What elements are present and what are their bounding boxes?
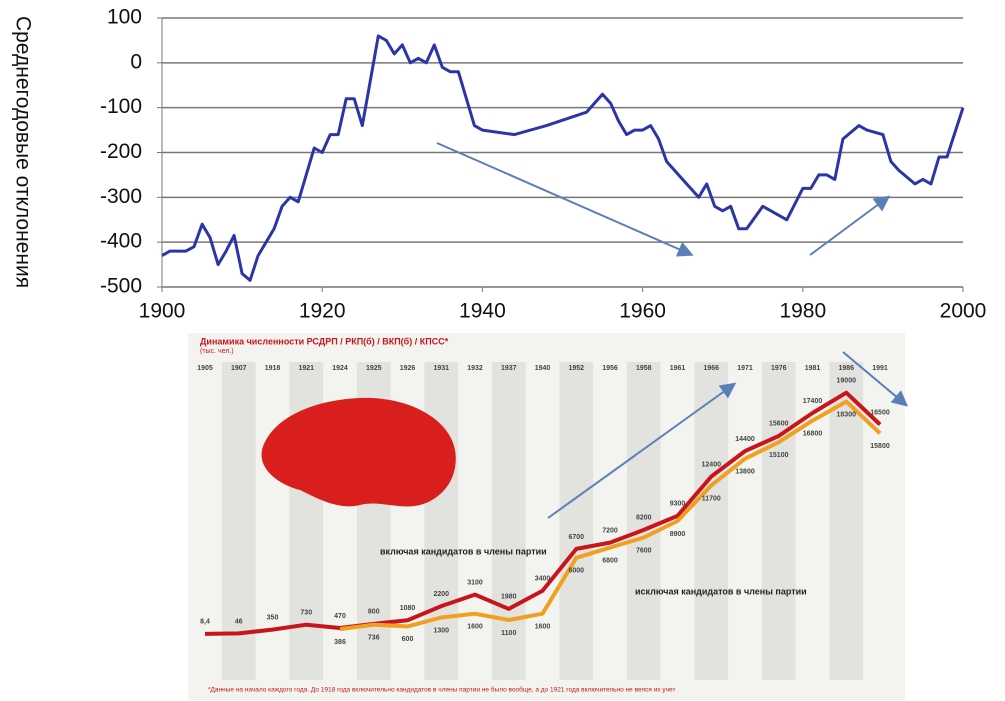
data-label: 15100 — [769, 452, 789, 459]
x-tick-label: 1900 — [139, 300, 186, 323]
data-label: 17400 — [803, 398, 823, 405]
data-label: 1080 — [400, 605, 416, 612]
y-axis-label: Среднегодовые отклонения — [11, 16, 34, 288]
x-tick-label: 1920 — [299, 300, 346, 323]
data-label: 18300 — [837, 411, 857, 418]
data-label: 7600 — [636, 547, 652, 554]
data-label: 2200 — [433, 591, 449, 598]
x-tick-label: 1981 — [805, 365, 821, 372]
stripe — [221, 362, 256, 680]
x-tick-label: 1991 — [872, 365, 888, 372]
data-label: 6700 — [568, 534, 584, 541]
x-tick-label: 1980 — [779, 300, 826, 323]
y-tick-label: -200 — [100, 140, 142, 163]
data-label: 1300 — [433, 627, 449, 634]
data-label: 19000 — [837, 378, 857, 385]
data-label: 600 — [402, 636, 414, 643]
data-label: 11700 — [702, 495, 721, 502]
data-label: 470 — [334, 613, 346, 620]
data-line — [339, 399, 882, 632]
data-label: 1600 — [535, 624, 551, 631]
y-tick-label: 0 — [130, 50, 142, 73]
data-label: 800 — [368, 609, 380, 616]
data-label: 14400 — [735, 436, 755, 443]
data-label: 1980 — [501, 594, 517, 601]
stripe — [491, 362, 526, 680]
data-label: 3400 — [535, 576, 551, 583]
x-tick-label: 1905 — [197, 365, 213, 372]
x-tick-label: 1986 — [838, 365, 854, 372]
y-tick-label: -300 — [100, 185, 142, 208]
y-tick-label: -400 — [100, 230, 142, 253]
x-tick-label: 1952 — [568, 365, 584, 372]
data-line — [161, 34, 965, 282]
data-label: 46 — [235, 618, 243, 625]
data-label: 13800 — [735, 469, 755, 476]
data-label: 386 — [334, 639, 346, 646]
arrow — [547, 382, 737, 519]
x-tick-label: 1966 — [703, 365, 719, 372]
data-label: 15800 — [870, 443, 890, 450]
data-label: 16800 — [803, 430, 823, 437]
series-label: включая кандидатов в члены партии — [380, 546, 547, 556]
arrow — [809, 195, 891, 256]
y-tick-label: -500 — [100, 275, 142, 298]
x-tick-label: 1958 — [636, 365, 652, 372]
x-tick-label: 1931 — [433, 365, 449, 372]
data-label: 8200 — [636, 515, 652, 522]
data-label: 9300 — [670, 501, 686, 508]
data-label: 8900 — [670, 531, 686, 538]
x-tick-label: 1940 — [459, 300, 506, 323]
x-tick-label: 1937 — [501, 365, 517, 372]
bottom-chart: Динамика численности РСДРП / РКП(б) / ВК… — [188, 333, 905, 700]
data-label: 350 — [267, 614, 279, 621]
data-label: 1600 — [467, 624, 483, 631]
chart-subtitle: (тыс. чел.) — [200, 348, 234, 355]
arrow — [436, 142, 694, 257]
x-tick-label: 1924 — [332, 365, 348, 372]
data-label: 730 — [300, 610, 312, 617]
x-tick-label: 1960 — [619, 300, 666, 323]
x-tick-label: 1918 — [265, 365, 281, 372]
x-tick-label: 1926 — [400, 365, 416, 372]
data-label: 12400 — [702, 461, 722, 468]
data-label: 6000 — [568, 568, 584, 575]
stripe — [829, 362, 864, 680]
stripe — [559, 362, 594, 680]
stripe — [694, 362, 729, 680]
x-tick-label: 1956 — [602, 365, 618, 372]
x-tick-label: 1940 — [535, 365, 551, 372]
stripe — [424, 362, 459, 680]
data-label: 1100 — [501, 630, 516, 637]
y-tick-label: 100 — [107, 6, 142, 29]
x-tick-label: 1921 — [298, 365, 314, 372]
data-label: 16500 — [870, 409, 890, 416]
top-chart: Среднегодовые отклонения -500 -400 -300 -20… — [11, 6, 986, 323]
portrait — [261, 397, 456, 507]
x-tick-label: 1971 — [737, 365, 753, 372]
x-tick-label: 1976 — [771, 365, 787, 372]
arrow — [842, 351, 909, 407]
data-label: 8,4 — [200, 619, 210, 626]
chart-title: Динамика численности РСДРП / РКП(б) / ВК… — [200, 336, 449, 346]
arrows — [436, 142, 909, 519]
x-tick-label: 1961 — [670, 365, 686, 372]
data-label: 736 — [368, 634, 380, 641]
data-line — [204, 390, 882, 636]
x-tick-label: 1932 — [467, 365, 483, 372]
x-tick-label: 1907 — [231, 365, 247, 372]
data-label: 3100 — [467, 579, 483, 586]
stripe — [626, 362, 661, 680]
y-tick-label: -100 — [100, 95, 142, 118]
x-tick-label: 2000 — [940, 300, 987, 323]
series-label: исключая кандидатов в члены партии — [635, 586, 807, 596]
stripe — [761, 362, 796, 680]
data-label: 15600 — [769, 421, 789, 428]
footnote: *Данные на начало каждого года. До 1918 … — [208, 686, 675, 694]
x-tick-label: 1925 — [366, 365, 382, 372]
data-label: 7200 — [602, 527, 618, 534]
data-label: 6800 — [602, 557, 618, 564]
